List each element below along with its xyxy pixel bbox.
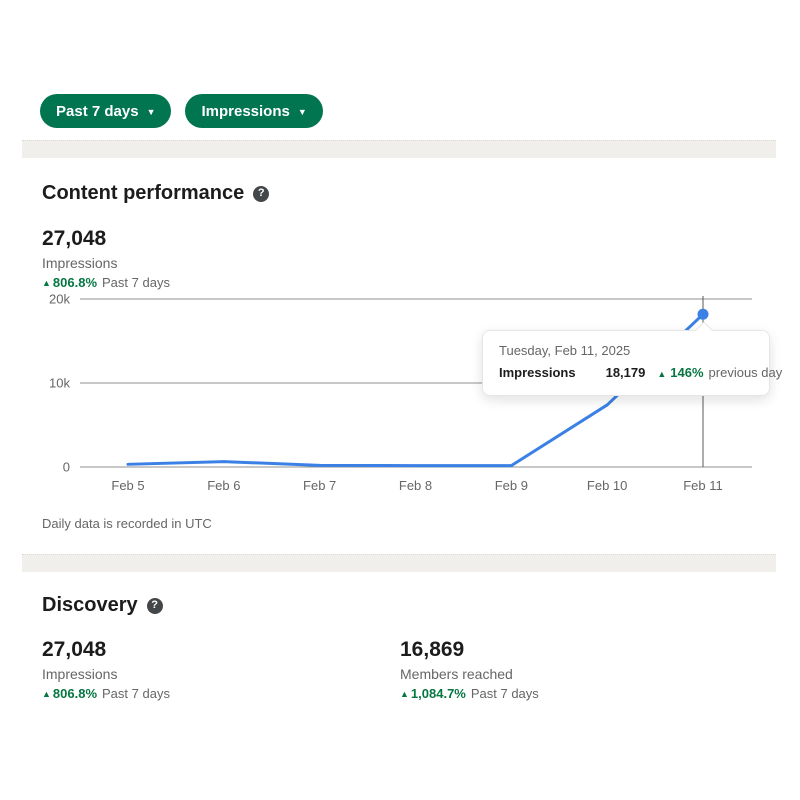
filter-bar: Past 7 days ▼ Impressions ▼ [40, 94, 323, 128]
tooltip-metric-label: Impressions [499, 365, 576, 380]
section-divider [22, 554, 776, 572]
impressions-chart[interactable]: 0 10k 20k Feb 5 Feb 6 Feb 7 Feb 8 Feb 9 Feb 10 Fe… [38, 292, 754, 502]
discovery-impressions-stat: 27,048 Impressions ▲ 806.8% Past 7 days [42, 638, 400, 701]
help-icon[interactable]: ? [253, 185, 270, 202]
x-axis-tick-label: Feb 7 [303, 478, 336, 493]
utc-footnote: Daily data is recorded in UTC [42, 516, 212, 531]
discovery-stats: 27,048 Impressions ▲ 806.8% Past 7 days … [42, 638, 758, 701]
x-axis-tick-label: Feb 6 [207, 478, 240, 493]
trend-percentage: 806.8% [52, 275, 98, 291]
trend-up-icon: ▲ [400, 689, 409, 700]
discovery-members-reached-stat: 16,869 Members reached ▲ 1,084.7% Past 7… [400, 638, 758, 701]
trend-period: Past 7 days [470, 686, 539, 702]
discovery-impressions-value: 27,048 [42, 638, 107, 661]
content-performance-title-text: Content performance [42, 182, 245, 204]
help-icon[interactable]: ? [146, 597, 163, 614]
metric-dropdown[interactable]: Impressions ▼ [185, 94, 323, 128]
impressions-summary-stat: 27,048 Impressions ▲ 806.8% Past 7 days [42, 227, 170, 290]
trend-up-icon: ▲ [657, 369, 667, 379]
tooltip-value: 18,179 [605, 365, 646, 380]
metric-label: Impressions [201, 102, 290, 120]
content-performance-title: Content performance ? [42, 182, 270, 205]
trend-percentage: 806.8% [52, 686, 98, 702]
members-reached-value: 16,869 [400, 638, 465, 661]
x-axis-tick-label: Feb 10 [587, 478, 627, 493]
chart-tooltip: Tuesday, Feb 11, 2025 Impressions 18,179… [482, 321, 782, 396]
tooltip-change-pct: 146% [670, 365, 704, 380]
date-range-label: Past 7 days [56, 102, 139, 120]
section-divider [22, 140, 776, 158]
x-axis-tick-label: Feb 11 [683, 478, 723, 493]
x-axis-tick-label: Feb 5 [111, 478, 144, 493]
discovery-impressions-label: Impressions [42, 666, 118, 683]
tooltip-date: Tuesday, Feb 11, 2025 [499, 343, 631, 358]
impressions-trend: ▲ 806.8% Past 7 days [42, 275, 170, 290]
tooltip-change: ▲ 146% [657, 365, 703, 380]
trend-period: Past 7 days [102, 275, 170, 291]
members-reached-trend: ▲ 1,084.7% Past 7 days [400, 686, 758, 701]
date-range-dropdown[interactable]: Past 7 days ▼ [40, 94, 172, 128]
trend-period: Past 7 days [102, 686, 170, 702]
impressions-line-series [126, 312, 705, 468]
y-axis-tick-label: 10k [49, 376, 70, 391]
y-axis-tick-label: 20k [49, 292, 70, 307]
trend-up-icon: ▲ [42, 278, 51, 289]
discovery-title-text: Discovery [42, 594, 138, 616]
highlighted-data-point[interactable] [697, 308, 709, 320]
trend-up-icon: ▲ [42, 689, 51, 700]
x-axis-tick-label: Feb 9 [495, 478, 528, 493]
impressions-total-label: Impressions [42, 255, 118, 272]
x-axis-tick-label: Feb 8 [399, 478, 432, 493]
chevron-down-icon: ▼ [297, 106, 307, 117]
members-reached-label: Members reached [400, 666, 513, 683]
tooltip-comparison: previous day [708, 365, 783, 380]
chevron-down-icon: ▼ [146, 106, 156, 117]
discovery-impressions-trend: ▲ 806.8% Past 7 days [42, 686, 400, 701]
y-axis-tick-label: 0 [63, 460, 70, 475]
impressions-total: 27,048 [42, 227, 107, 250]
tooltip-row: Impressions 18,179 ▲ 146% previous day [499, 365, 782, 380]
impressions-chart-svg[interactable]: 0 10k 20k Feb 5 Feb 6 Feb 7 Feb 8 Feb 9 Feb 10 Fe… [38, 292, 754, 502]
trend-percentage: 1,084.7% [410, 686, 466, 702]
discovery-title: Discovery ? [42, 594, 163, 617]
